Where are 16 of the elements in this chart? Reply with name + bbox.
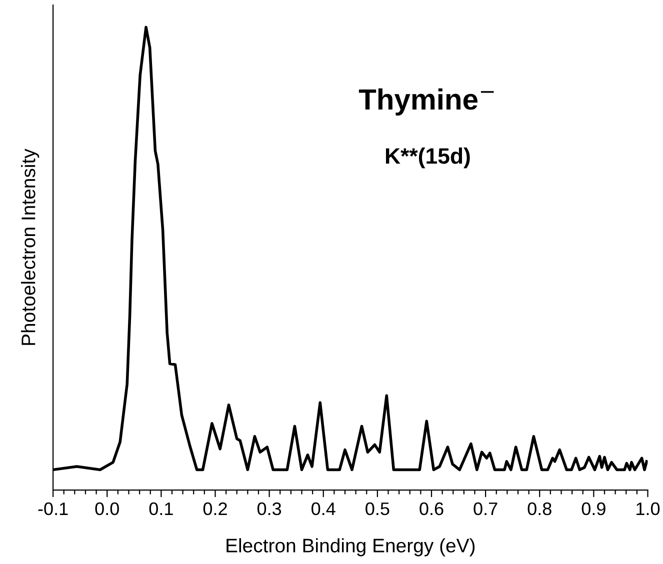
x-tick-label: 0.5 bbox=[366, 502, 390, 516]
x-tick-label: 0.4 bbox=[312, 502, 336, 516]
x-tick-label: 0.6 bbox=[420, 502, 444, 516]
x-tick-label: 0.9 bbox=[582, 502, 606, 516]
x-tick-label: 0.3 bbox=[257, 502, 282, 516]
x-axis-title: Electron Binding Energy (eV) bbox=[226, 538, 475, 556]
x-tick-label: 0.1 bbox=[149, 502, 173, 516]
x-tick-label: 0.8 bbox=[528, 502, 552, 516]
x-tick-label: -0.1 bbox=[38, 502, 68, 516]
x-tick-label: 0.2 bbox=[203, 502, 227, 516]
y-axis-title: Photoelectron Intensity bbox=[21, 148, 40, 345]
text: Thymine$^{−}$ bbox=[358, 88, 494, 116]
x-tick-label: 1.0 bbox=[636, 502, 660, 516]
x-tick-label: 0.0 bbox=[95, 502, 119, 516]
text: K**(15d) bbox=[386, 148, 470, 168]
x-tick-label: 0.7 bbox=[474, 502, 498, 516]
